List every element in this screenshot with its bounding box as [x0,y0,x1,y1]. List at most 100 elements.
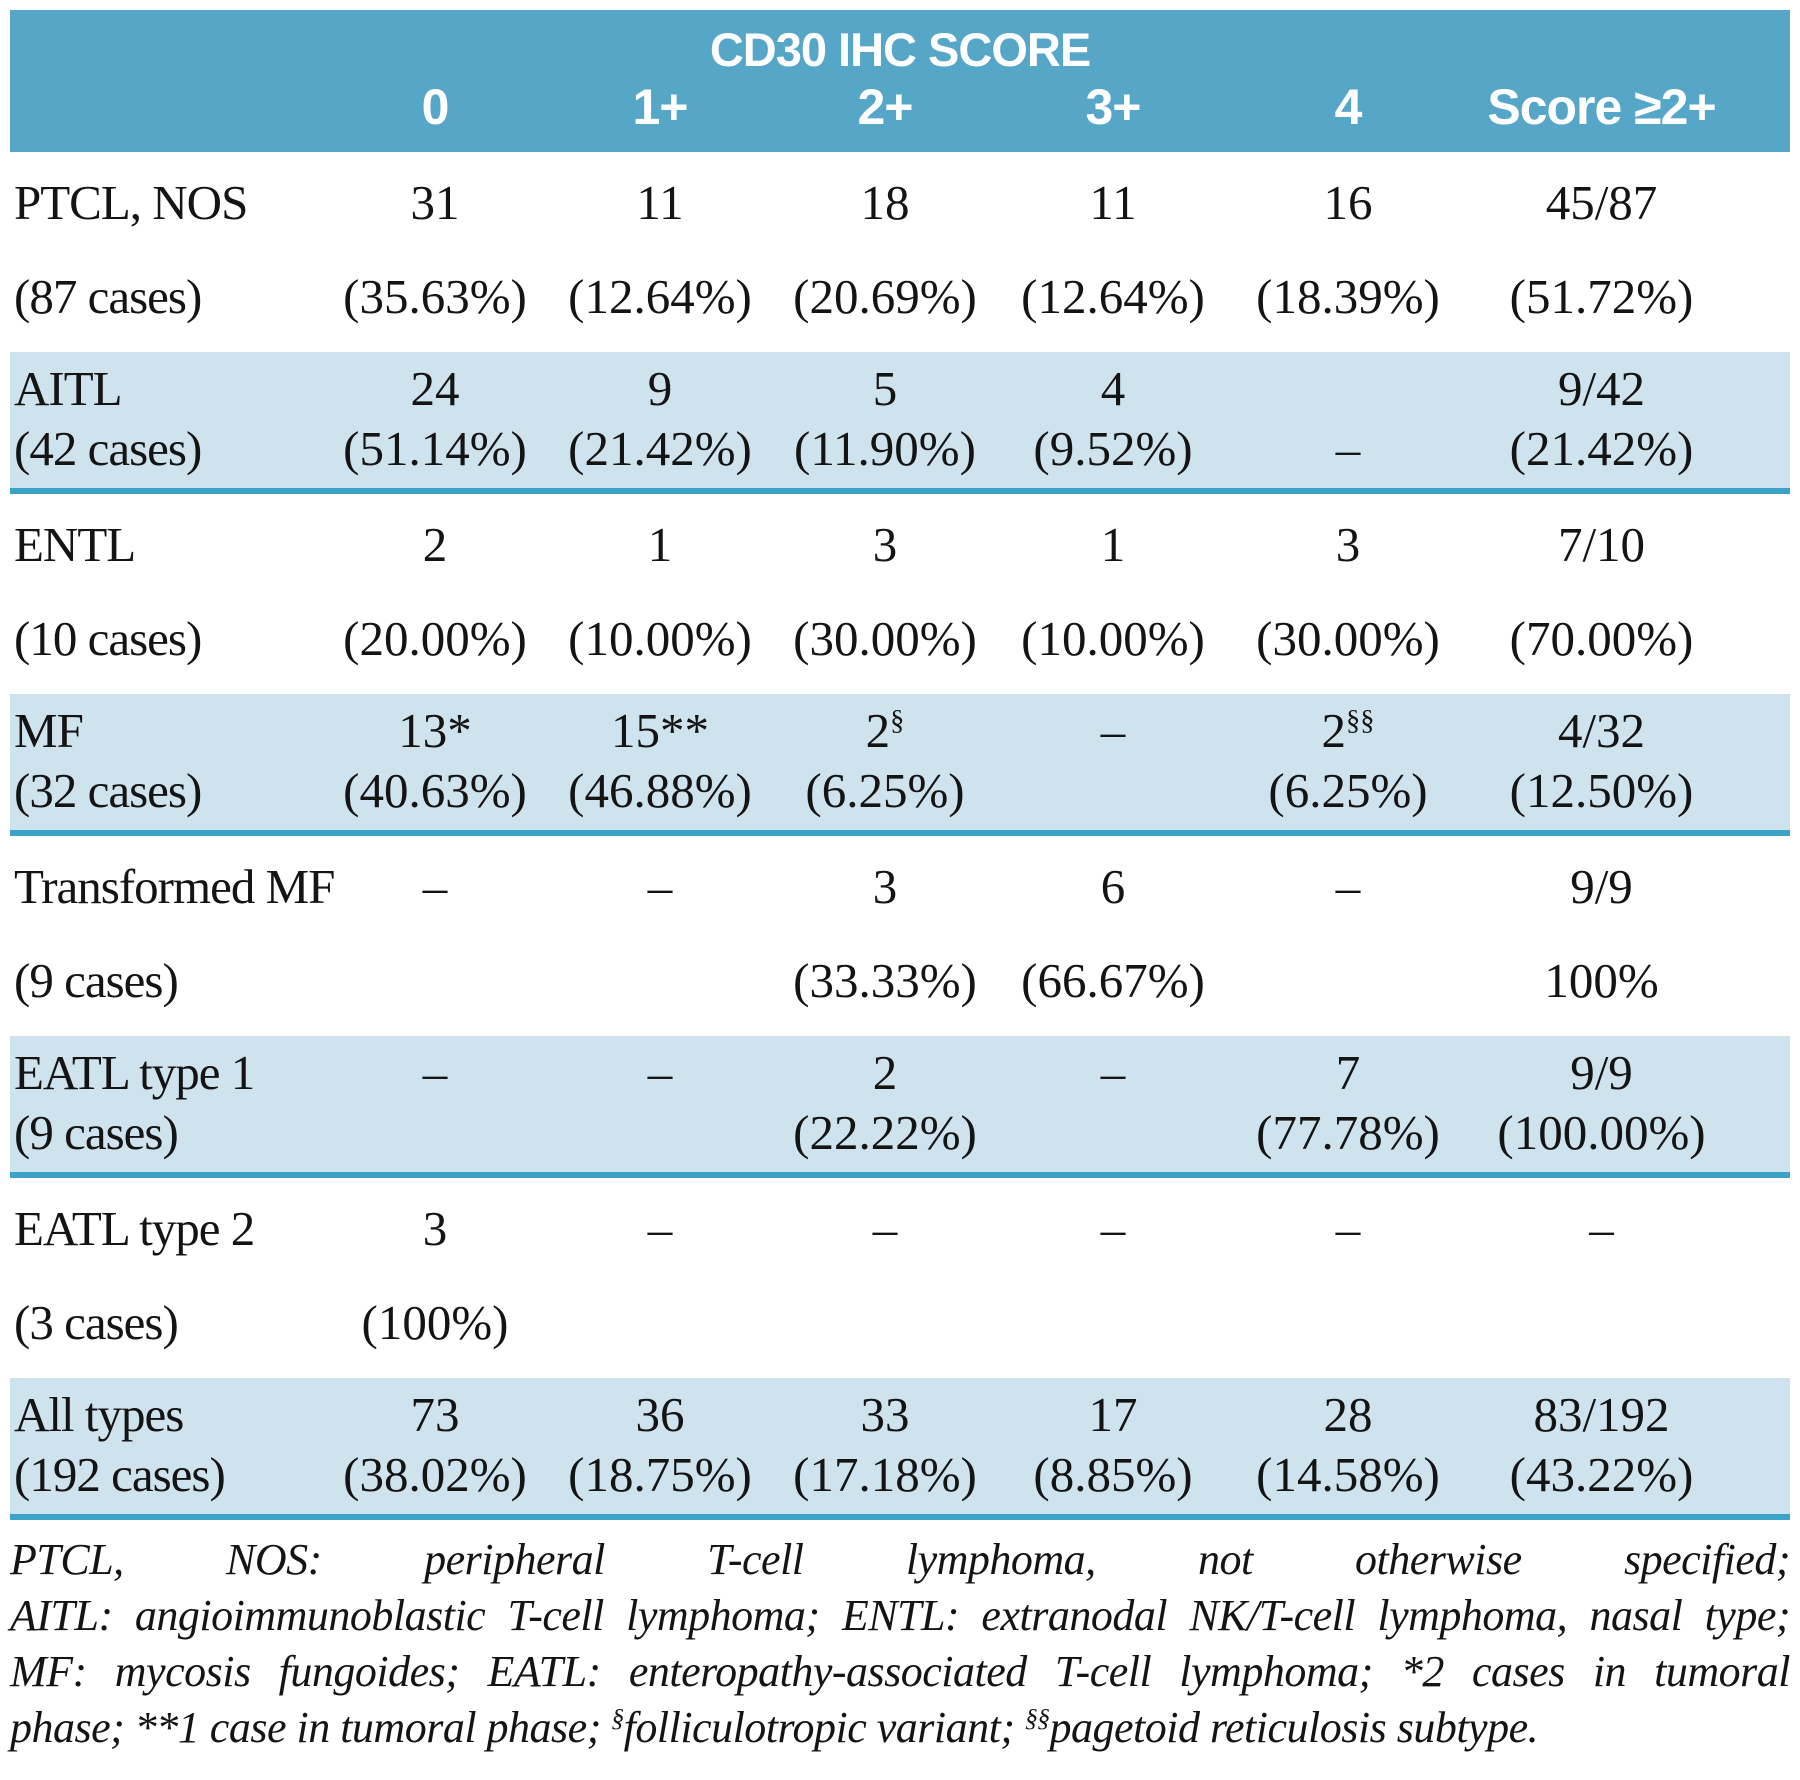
data-cell: 2 (20.00%) [322,516,548,668]
data-cell: 4/32 (12.50%) [1468,702,1790,820]
data-cell: 9/9 (100.00%) [1468,1044,1790,1162]
row-label-cell: All types (192 cases) [10,1386,322,1504]
data-cell: – [1468,1200,1790,1352]
data-cell: 7/10 (70.00%) [1468,516,1790,668]
data-cell: 2 (22.22%) [772,1044,998,1162]
count-value: 3 [872,859,898,914]
data-cell: 15** (46.88%) [548,702,772,820]
count-value: 2 [422,517,448,572]
percent-value: (20.69%) [793,269,977,324]
table-row: EATL type 1 (9 cases) – – 2 (22.22%) – 7 (77.78%… [10,1036,1790,1178]
count-value: – [647,859,673,914]
table-row: PTCL, NOS (87 cases) 31 (35.63%) 11 (12.64%) 1… [10,152,1790,352]
count-value: 1 [1100,517,1126,572]
row-label: EATL type 2 [14,1201,255,1256]
data-cell: – [322,858,548,1010]
percent-value [998,1294,1228,1352]
column-header: 4 [1334,79,1363,135]
data-cell: 2§§ (6.25%) [1228,702,1468,820]
count-value: 6 [1100,859,1126,914]
row-cases: (9 cases) [14,1105,179,1160]
row-label-cell: MF (32 cases) [10,702,322,820]
footnote-line: MF: mycosis fungoides; EATL: enteropathy… [10,1647,1791,1696]
row-cases: (87 cases) [14,269,202,324]
data-cell: 4 (9.52%) [998,360,1228,478]
data-cell: 16 (18.39%) [1228,174,1468,326]
row-cases: (32 cases) [14,763,202,818]
percent-value: (30.00%) [1256,611,1440,666]
row-cases: (3 cases) [14,1295,179,1350]
data-cell: – [548,858,772,1010]
data-cell: – [1228,1200,1468,1352]
data-cell: 2§ (6.25%) [772,702,998,820]
percent-value: (43.22%) [1509,1447,1694,1502]
data-cell: 36 (18.75%) [548,1386,772,1504]
percent-value: (40.63%) [343,763,527,818]
count-value: – [1335,1201,1361,1256]
count-value: 31 [410,175,460,230]
percent-value: (46.88%) [568,763,752,818]
percent-value [998,762,1228,820]
percent-value: (18.75%) [568,1447,752,1502]
data-cell: 1 (10.00%) [548,516,772,668]
row-label: ENTL [14,517,136,572]
data-cell: 11 (12.64%) [548,174,772,326]
row-label: EATL type 1 [14,1045,255,1100]
count-value: 4/32 [1557,703,1646,758]
percent-value: (10.00%) [1021,611,1205,666]
data-cell: – [998,1044,1228,1162]
percent-value: (9.52%) [1033,421,1193,476]
table-row: AITL (42 cases) 24 (51.14%) 9 (21.42%) 5 (11.90… [10,352,1790,494]
row-label: MF [14,703,84,758]
table-header: CD30 IHC SCORE 0 1+ 2+ 3+ 4 Score ≥2+ [10,10,1790,152]
table-title: CD30 IHC SCORE [709,23,1091,76]
percent-value: (10.00%) [568,611,752,666]
column-header-row: 0 1+ 2+ 3+ 4 Score ≥2+ [10,78,1790,136]
percent-value [322,1104,548,1162]
count-value: 9/42 [1557,361,1646,416]
count-value: 2§§ [1321,703,1375,758]
count-value: 2 [872,1045,898,1100]
data-cell: 9/42 (21.42%) [1468,360,1790,478]
count-value: – [422,859,448,914]
count-value: 83/192 [1533,1387,1670,1442]
percent-value: (22.22%) [793,1105,977,1160]
count-value: 15** [611,703,709,758]
data-cell: 3 (30.00%) [1228,516,1468,668]
row-label: Transformed MF [14,859,335,914]
percent-value [1228,952,1468,1010]
row-label-cell: AITL (42 cases) [10,360,322,478]
count-value: 1 [647,517,673,572]
percent-value [322,952,548,1010]
data-cell: – [322,1044,548,1162]
count-value: 9/9 [1570,859,1633,914]
count-value: 17 [1088,1387,1138,1442]
data-cell: 24 (51.14%) [322,360,548,478]
data-cell: 13* (40.63%) [322,702,548,820]
percent-value: (38.02%) [343,1447,527,1502]
row-cases: (10 cases) [14,611,202,666]
percent-value: (20.00%) [343,611,527,666]
data-cell: 3 (100%) [322,1200,548,1352]
count-value: 28 [1323,1387,1373,1442]
count-value: 33 [860,1387,910,1442]
percent-value [772,1294,998,1352]
count-value: – [1100,1045,1126,1100]
count-value: 36 [635,1387,685,1442]
count-value: 24 [410,361,460,416]
percent-value: 100% [1544,953,1659,1008]
column-header: 2+ [857,79,913,135]
count-value: – [1589,1201,1614,1256]
data-cell: 6 (66.67%) [998,858,1228,1010]
table-body: PTCL, NOS (87 cases) 31 (35.63%) 11 (12.64%) 1… [10,152,1790,1520]
column-header: 0 [421,79,450,135]
count-value: 9 [647,361,673,416]
percent-value: (33.33%) [793,953,977,1008]
data-cell: 1 (10.00%) [998,516,1228,668]
percent-value: (11.90%) [794,421,976,476]
data-cell: 28 (14.58%) [1228,1386,1468,1504]
percent-value [548,1294,772,1352]
percent-value: (14.58%) [1256,1447,1440,1502]
count-value: 7/10 [1557,517,1646,572]
